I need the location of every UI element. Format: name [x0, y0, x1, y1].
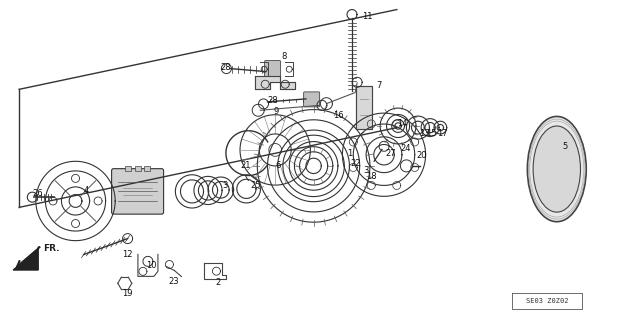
Text: 6: 6 — [275, 161, 280, 170]
Text: 23: 23 — [168, 277, 179, 286]
Text: SE03 Z0Z02: SE03 Z0Z02 — [526, 299, 568, 304]
Text: 5: 5 — [562, 142, 567, 151]
Text: FR.: FR. — [44, 243, 60, 253]
Text: 24: 24 — [400, 144, 410, 153]
Polygon shape — [356, 86, 371, 129]
Text: 13: 13 — [419, 129, 430, 138]
Text: 20: 20 — [416, 151, 426, 160]
Ellipse shape — [527, 116, 586, 222]
Text: 27: 27 — [385, 149, 396, 158]
Text: 3: 3 — [222, 181, 227, 189]
FancyBboxPatch shape — [264, 61, 280, 77]
FancyBboxPatch shape — [125, 166, 131, 171]
Text: 8: 8 — [282, 52, 287, 61]
Text: 9: 9 — [274, 107, 279, 115]
Text: 26: 26 — [32, 189, 43, 198]
Text: 16: 16 — [333, 111, 344, 120]
Text: 7: 7 — [376, 81, 381, 90]
Text: 17: 17 — [437, 129, 448, 138]
Text: 4: 4 — [83, 186, 88, 195]
Text: 15: 15 — [426, 129, 436, 138]
Text: 14: 14 — [397, 119, 407, 128]
FancyBboxPatch shape — [303, 92, 319, 107]
FancyBboxPatch shape — [144, 166, 150, 171]
Text: 3: 3 — [364, 166, 369, 175]
Ellipse shape — [533, 126, 580, 212]
Text: 21: 21 — [240, 161, 250, 170]
Text: 22: 22 — [350, 159, 360, 168]
Text: 1: 1 — [348, 149, 353, 158]
Text: 12: 12 — [122, 250, 132, 259]
Text: 28: 28 — [220, 63, 231, 72]
Polygon shape — [255, 76, 295, 89]
Text: 25: 25 — [251, 181, 261, 189]
Polygon shape — [13, 247, 40, 270]
FancyBboxPatch shape — [134, 166, 141, 171]
Text: 18: 18 — [366, 172, 377, 181]
Text: 11: 11 — [362, 12, 372, 21]
Text: 19: 19 — [122, 289, 132, 298]
Text: 2: 2 — [216, 278, 221, 286]
Text: 10: 10 — [146, 261, 156, 270]
Text: 28: 28 — [268, 96, 278, 105]
FancyBboxPatch shape — [111, 169, 164, 214]
